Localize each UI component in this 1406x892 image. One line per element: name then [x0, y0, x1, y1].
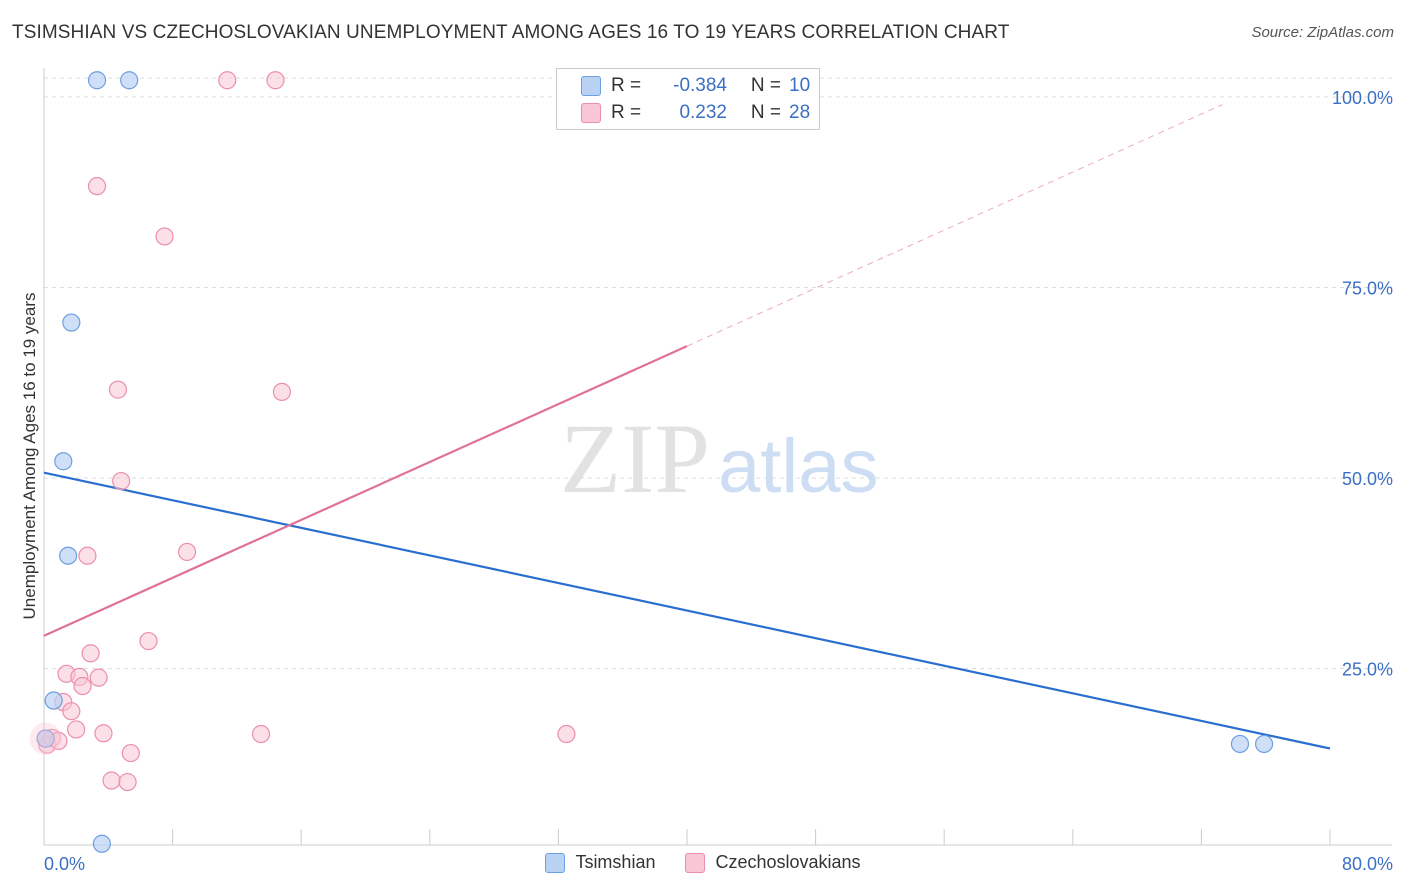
n-value: 10	[789, 75, 811, 96]
czech-swatch	[581, 103, 601, 123]
point-czech	[62, 702, 81, 721]
r-value: 0.232	[679, 102, 727, 123]
point-czech	[67, 720, 86, 739]
point-czech	[155, 227, 174, 246]
point-czech	[73, 676, 92, 696]
point-czech	[87, 177, 107, 196]
point-czech	[139, 631, 158, 651]
y-axis-title: Unemployment Among Ages 16 to 19 years	[20, 293, 39, 620]
bottom-legend: Tsimshian Czechoslovakians	[0, 852, 1406, 873]
point-czech	[78, 546, 97, 565]
point-tsimshian	[87, 71, 107, 90]
n-label: N =	[750, 75, 781, 96]
watermark-zip: ZIP	[560, 403, 710, 514]
point-czech	[118, 772, 137, 792]
point-czech	[108, 380, 128, 399]
point-tsimshian	[120, 71, 139, 90]
trend-line-czech	[43, 345, 688, 637]
point-tsimshian	[54, 452, 73, 471]
data-points	[29, 71, 1274, 853]
stats-row-czech: R = 0.232 N = 28	[581, 100, 810, 126]
n-value: 28	[789, 102, 811, 123]
point-czech	[218, 71, 237, 90]
y-tick-label: 50.0%	[1342, 469, 1393, 489]
point-tsimshian	[62, 313, 81, 332]
stats-row-tsimshian: R = -0.384 N = 10	[581, 73, 810, 99]
axis-labels: 25.0% 50.0% 75.0% 100.0% 0.0% 80.0% Unemployme…	[20, 88, 1393, 874]
legend-label: Czechoslovakians	[715, 852, 861, 872]
point-tsimshian	[44, 691, 63, 710]
legend-label: Tsimshian	[575, 852, 656, 872]
point-czech	[177, 542, 197, 562]
point-tsimshian	[1254, 734, 1274, 754]
chart-title: TSIMSHIAN VS CZECHOSLOVAKIAN UNEMPLOYMEN…	[12, 22, 1010, 43]
point-tsimshian	[36, 729, 55, 748]
point-czech	[81, 644, 100, 663]
n-label: N =	[750, 102, 781, 123]
point-czech	[102, 771, 121, 790]
r-value: -0.384	[673, 75, 727, 96]
legend-entry-tsimshian: Tsimshian	[545, 852, 655, 873]
point-tsimshian	[59, 546, 78, 565]
tsimshian-swatch	[581, 76, 601, 96]
point-czech	[112, 471, 131, 491]
point-czech	[266, 71, 285, 90]
point-czech	[94, 724, 113, 743]
axes	[43, 68, 1392, 846]
tsimshian-swatch	[545, 852, 566, 873]
watermark: ZIP atlas	[560, 403, 879, 514]
czech-swatch	[685, 852, 706, 873]
trend-lines	[43, 104, 1331, 750]
r-label: R =	[611, 102, 642, 123]
trend-line-czech-extension	[686, 104, 1223, 347]
y-tick-label: 75.0%	[1342, 279, 1393, 299]
point-cluster-marker	[29, 722, 62, 755]
source-credit: Source: ZipAtlas.com	[1251, 24, 1394, 41]
point-czech	[272, 382, 292, 401]
x-tick-label: 0.0%	[44, 854, 85, 874]
y-tick-label: 25.0%	[1342, 660, 1393, 680]
stats-legend: R = -0.384 N = 10 R = 0.232 N = 28	[556, 68, 820, 130]
r-label: R =	[611, 75, 642, 96]
point-tsimshian	[92, 834, 111, 853]
trend-line-tsimshian	[43, 471, 1331, 750]
point-czech	[251, 724, 271, 744]
y-tick-label: 100.0%	[1332, 88, 1393, 108]
legend-entry-czech: Czechoslovakians	[685, 852, 861, 873]
point-czech	[121, 743, 140, 763]
watermark-atlas: atlas	[718, 424, 879, 509]
point-tsimshian	[1230, 734, 1250, 754]
x-tick-label: 80.0%	[1342, 854, 1393, 874]
point-czech	[557, 724, 576, 744]
point-czech	[89, 668, 108, 687]
grid-lines	[44, 77, 1392, 669]
